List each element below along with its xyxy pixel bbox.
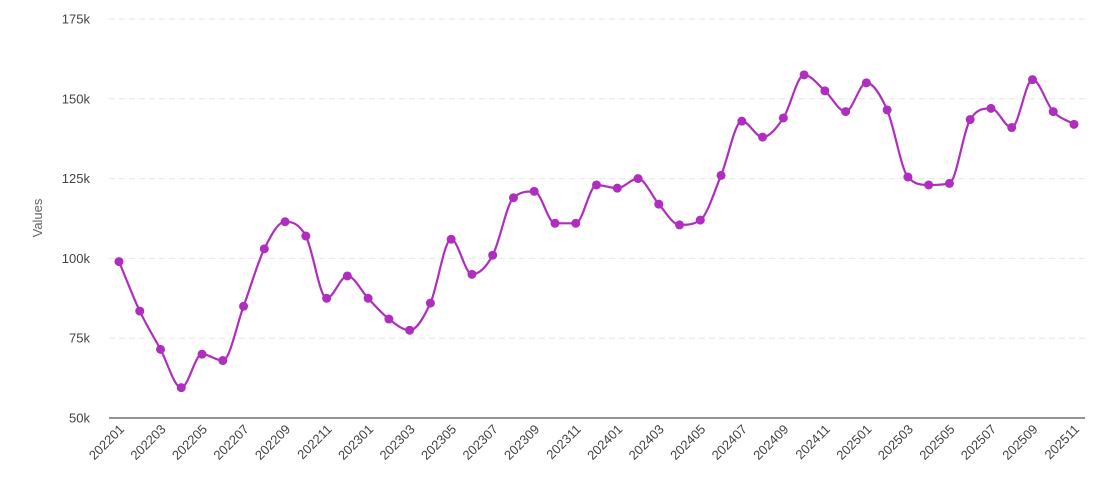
x-tick-label: 202503 <box>875 422 916 463</box>
series-line-group <box>117 73 1075 389</box>
series-line <box>117 73 1075 389</box>
x-tick-label: 202211 <box>294 422 335 463</box>
data-point[interactable] <box>488 250 498 260</box>
data-point[interactable] <box>1007 123 1017 133</box>
data-point[interactable] <box>633 174 643 184</box>
y-tick-label: 150k <box>62 91 91 106</box>
x-tick-labels: 202201 202203 202205 202207 202209 202211 2023… <box>86 422 1082 463</box>
data-point[interactable] <box>778 113 788 123</box>
grid-lines <box>109 18 1085 339</box>
data-point[interactable] <box>529 186 539 196</box>
data-point[interactable] <box>301 231 311 241</box>
data-point[interactable] <box>405 325 415 335</box>
y-tick-label: 50k <box>69 411 90 426</box>
x-tick-label: 202301 <box>335 422 376 463</box>
data-point[interactable] <box>944 178 954 188</box>
data-point[interactable] <box>737 116 747 126</box>
data-point[interactable] <box>820 86 830 96</box>
data-point[interactable] <box>156 344 166 354</box>
data-point[interactable] <box>716 170 726 180</box>
data-point[interactable] <box>342 271 352 281</box>
data-point[interactable] <box>114 257 124 267</box>
data-point[interactable] <box>592 180 601 190</box>
y-tick-label: 175k <box>62 12 91 27</box>
data-point[interactable] <box>841 107 851 117</box>
y-tick-label: 125k <box>62 171 91 186</box>
x-tick-label: 202201 <box>86 422 127 463</box>
data-point[interactable] <box>965 115 975 125</box>
x-tick-label: 202311 <box>543 422 584 463</box>
data-point[interactable] <box>197 349 207 359</box>
data-point[interactable] <box>363 293 373 303</box>
data-point[interactable] <box>384 314 394 324</box>
data-point[interactable] <box>550 218 560 228</box>
data-point[interactable] <box>467 269 477 279</box>
data-point[interactable] <box>882 105 892 115</box>
x-tick-label: 202409 <box>750 422 791 463</box>
data-point[interactable] <box>425 298 435 308</box>
data-point[interactable] <box>799 70 809 80</box>
x-tick-label: 202501 <box>833 422 874 463</box>
x-tick-label: 202303 <box>376 422 417 463</box>
data-point[interactable] <box>571 218 581 228</box>
series-points <box>114 70 1079 393</box>
x-tick-label: 202401 <box>584 422 625 463</box>
x-tick-label: 202509 <box>999 422 1040 463</box>
data-point[interactable] <box>924 180 934 190</box>
data-point[interactable] <box>176 383 186 393</box>
x-tick-label: 202207 <box>210 422 251 463</box>
y-tick-label: 75k <box>69 331 90 346</box>
data-point[interactable] <box>654 199 664 209</box>
x-tick-label: 202309 <box>501 422 542 463</box>
data-point[interactable] <box>612 183 622 193</box>
x-tick-label: 202407 <box>709 422 750 463</box>
x-tick-label: 202203 <box>127 422 168 463</box>
y-axis-label: Values <box>30 198 45 237</box>
data-point[interactable] <box>135 306 145 316</box>
data-point[interactable] <box>903 172 913 182</box>
x-tick-label: 202307 <box>460 422 501 463</box>
x-tick-label: 202209 <box>252 422 293 463</box>
data-point[interactable] <box>1027 75 1037 85</box>
data-point[interactable] <box>758 132 768 142</box>
data-point[interactable] <box>695 215 705 225</box>
x-tick-label: 202411 <box>792 422 833 463</box>
x-tick-label: 202205 <box>169 422 210 463</box>
data-point[interactable] <box>986 103 996 113</box>
y-tick-labels: 50k 75k 100k 125k 150k 175k <box>62 12 91 426</box>
data-point[interactable] <box>1048 107 1058 117</box>
data-point[interactable] <box>861 78 871 88</box>
data-point[interactable] <box>1069 119 1079 129</box>
x-tick-label: 202403 <box>626 422 667 463</box>
data-point[interactable] <box>239 301 249 311</box>
x-tick-label: 202507 <box>958 422 999 463</box>
x-tick-label: 202505 <box>916 422 957 463</box>
x-tick-label: 202405 <box>667 422 708 463</box>
data-point[interactable] <box>675 220 685 230</box>
data-point[interactable] <box>322 293 332 303</box>
data-point[interactable] <box>446 234 456 244</box>
data-point[interactable] <box>259 244 269 254</box>
x-tick-label: 202305 <box>418 422 459 463</box>
data-point[interactable] <box>280 217 290 227</box>
y-tick-label: 100k <box>62 251 91 266</box>
data-point[interactable] <box>218 356 228 366</box>
data-point[interactable] <box>508 193 518 203</box>
x-tick-label: 202511 <box>1042 422 1083 463</box>
